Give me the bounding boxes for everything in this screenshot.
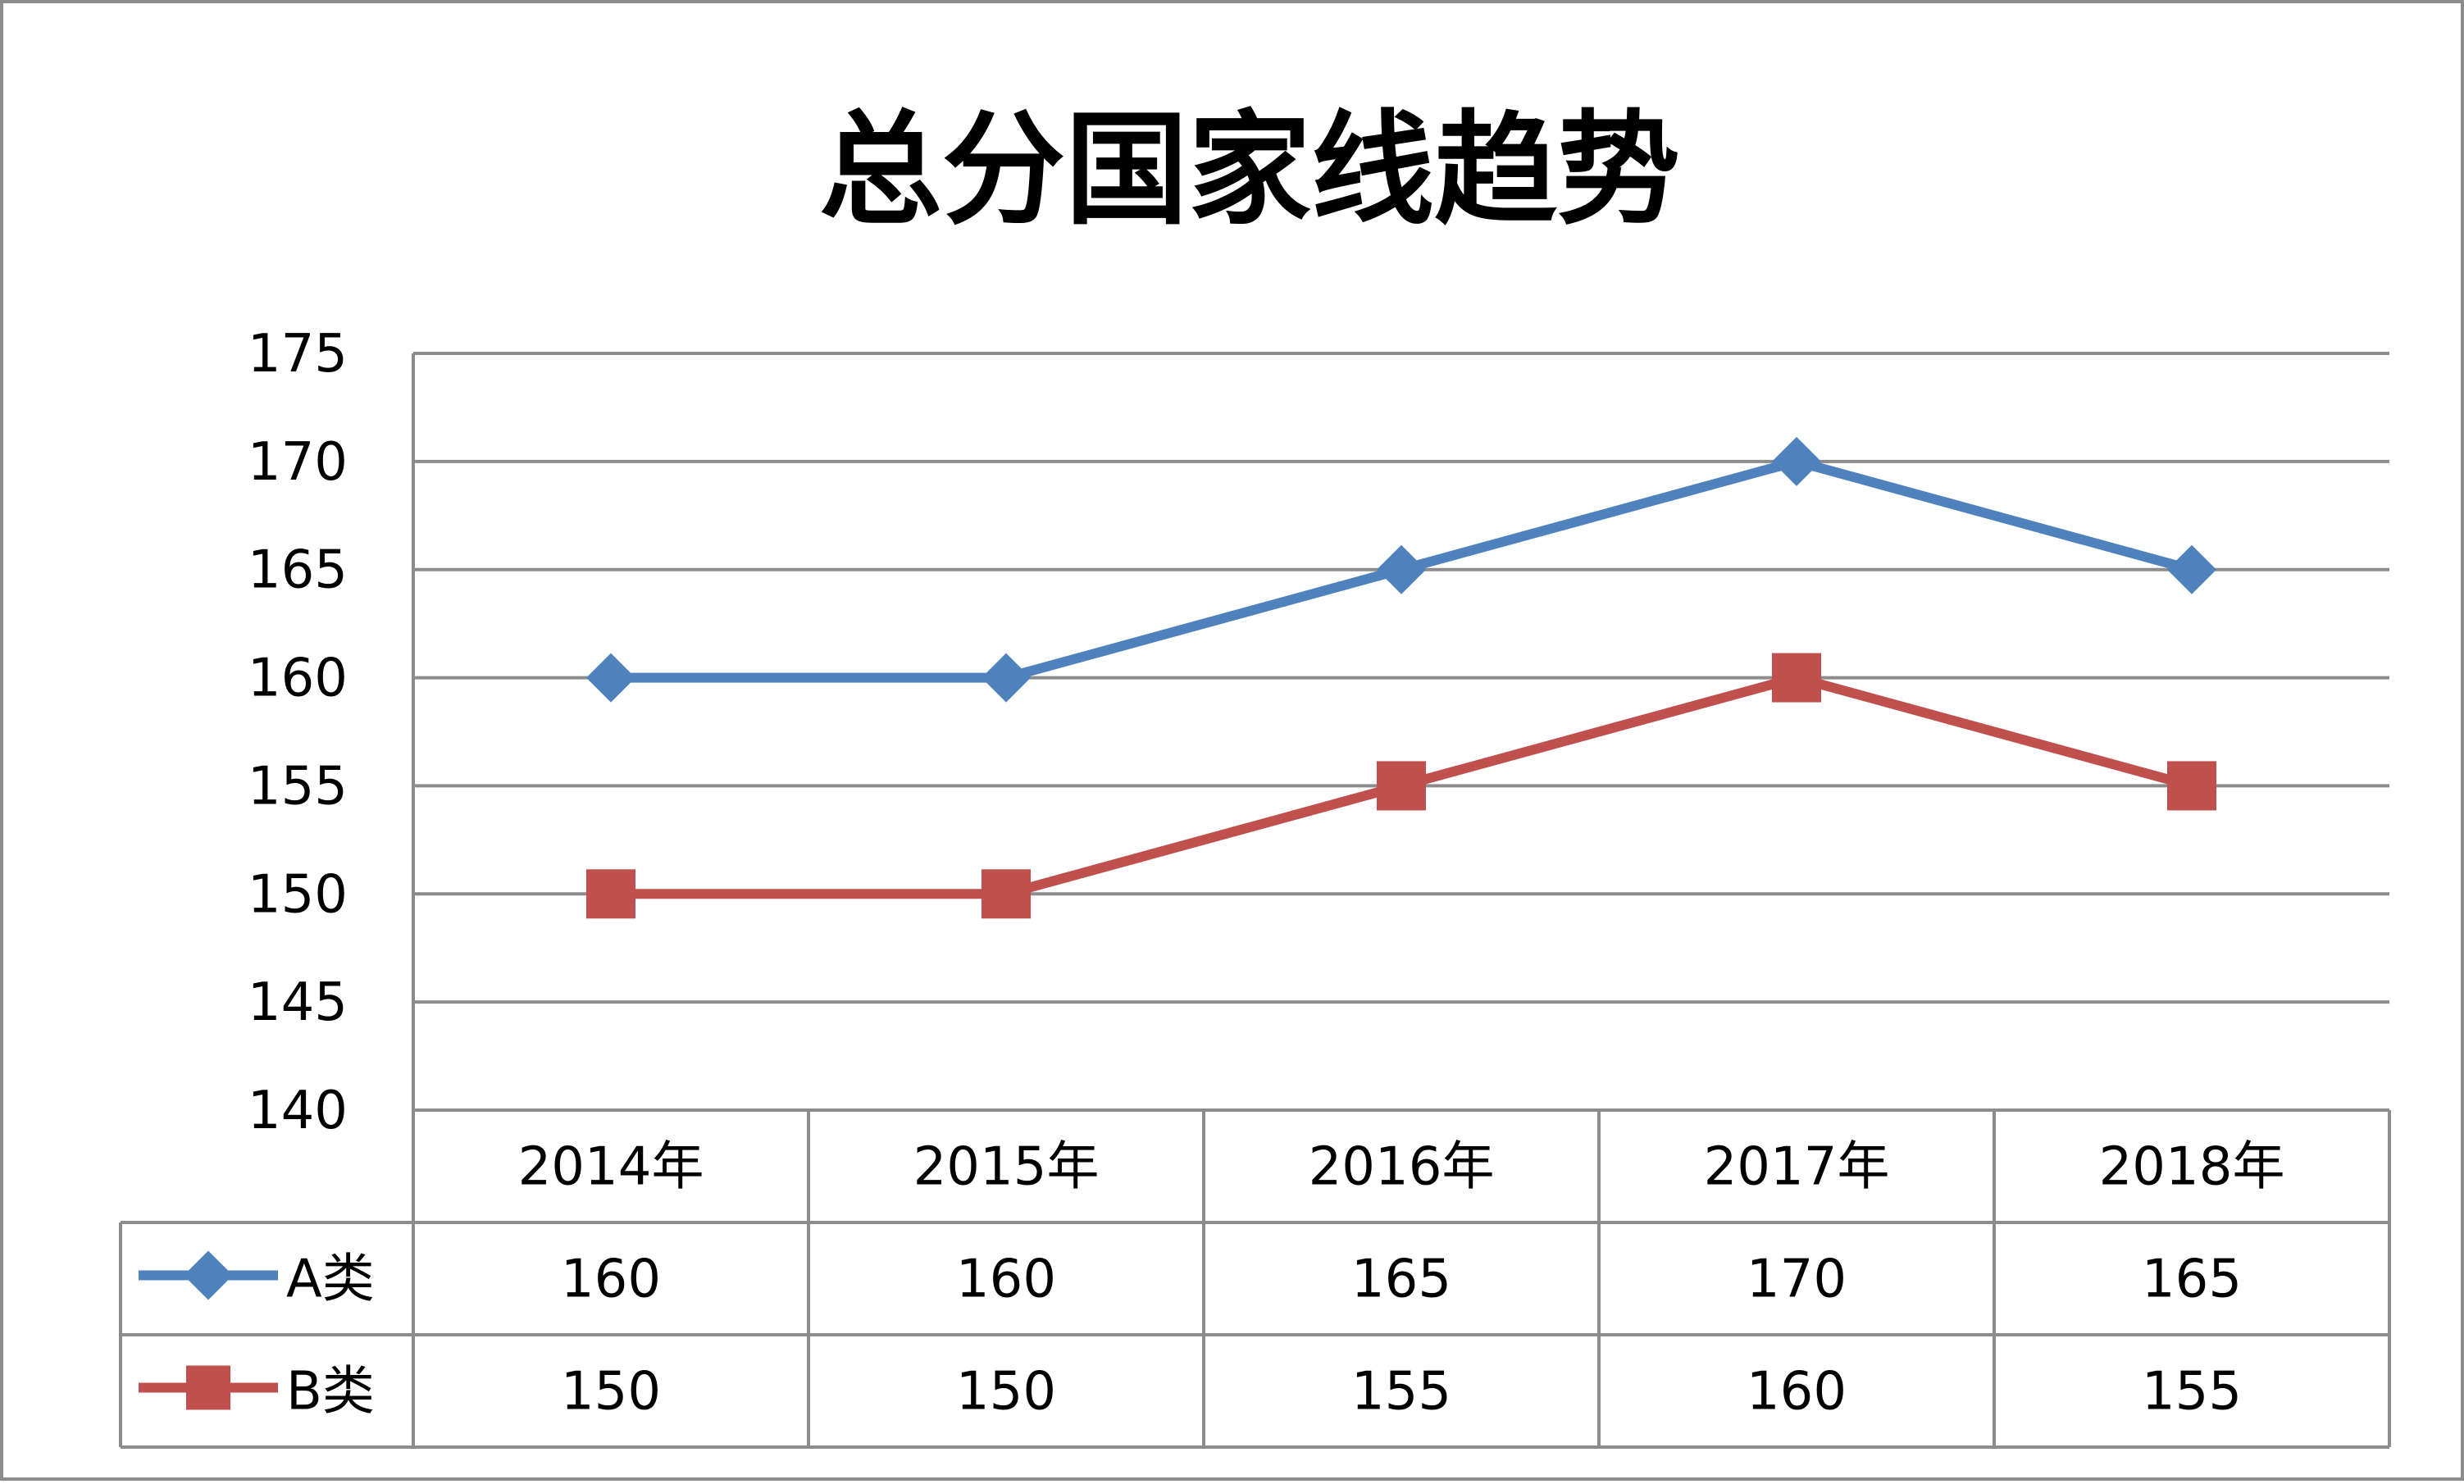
y-axis-ticks: 175 170 165 160 155 150 145 140 [248,324,348,1141]
data-table-value: 160 [561,1250,661,1310]
chart-title: 总分国家线趋势 [819,99,1680,242]
x-tick-label: 2015年 [913,1137,1100,1198]
y-tick-label: 145 [248,972,348,1033]
data-table-value: 160 [1747,1362,1847,1423]
x-tick-label: 2017年 [1704,1137,1890,1198]
data-table-value: 150 [561,1362,661,1423]
legend-marker-2 [186,1365,230,1410]
x-tick-label: 2018年 [2099,1137,2285,1198]
data-point [982,653,1031,703]
data-point [586,653,635,703]
data-point [1772,436,1821,486]
data-table-value: 165 [2142,1250,2242,1310]
y-tick-label: 150 [248,864,348,925]
data-point [1377,761,1426,811]
data-point [2167,544,2216,594]
data-point [1377,544,1426,594]
data-table-value: 170 [1747,1250,1847,1310]
series-layer [586,436,2216,919]
data-table-value: 150 [956,1362,1056,1423]
data-point [982,869,1031,919]
data-table-value: 155 [1351,1362,1451,1423]
x-tick-label: 2014年 [518,1137,704,1198]
x-tick-label: 2016年 [1309,1137,1495,1198]
data-table: 2014年 2015年 2016年 2017年 2018年 A类 160 160 165 170 1… [119,1108,2391,1449]
data-point [1772,653,1821,703]
legend-marker-1 [184,1250,233,1300]
data-point [2167,761,2216,811]
legend-label: A类 [286,1250,375,1310]
data-point [586,869,635,919]
y-tick-label: 165 [248,540,348,601]
legend-label: B类 [286,1362,375,1423]
y-tick-label: 155 [248,756,348,817]
grid-lines [412,352,2389,1110]
y-tick-label: 160 [248,649,348,709]
data-table-value: 160 [956,1250,1056,1310]
data-table-value: 155 [2142,1362,2242,1423]
data-table-value: 165 [1351,1250,1451,1310]
y-tick-label: 140 [248,1081,348,1141]
y-tick-label: 170 [248,432,348,493]
y-tick-label: 175 [248,324,348,385]
